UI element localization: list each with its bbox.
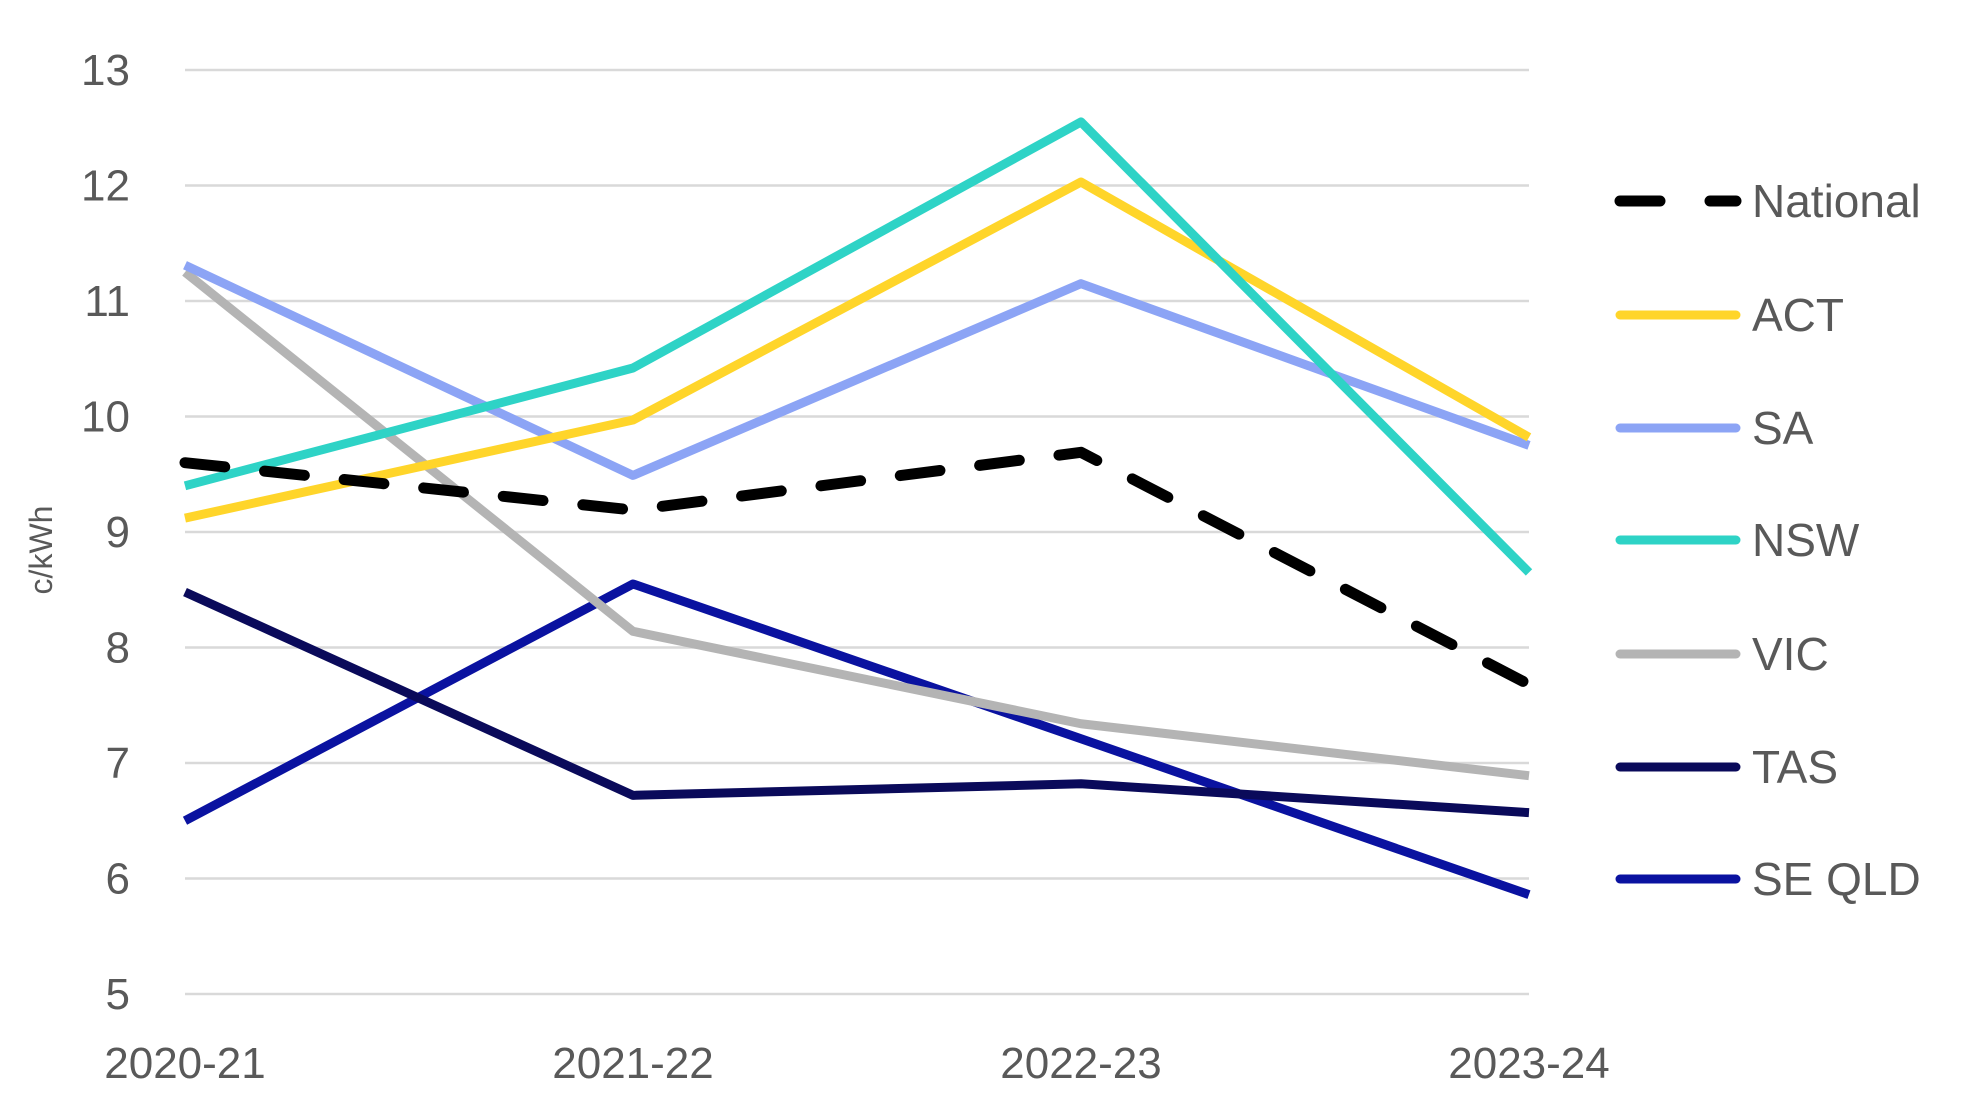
y-tick-label: 8 bbox=[106, 624, 130, 673]
series-line-tas bbox=[183, 587, 1530, 818]
legend-label: TAS bbox=[1752, 741, 1838, 793]
legend: National ACT SA NSW VIC TAS SE QLD bbox=[1614, 175, 1921, 905]
legend-label: SA bbox=[1752, 402, 1814, 454]
legend-item: VIC bbox=[1615, 628, 1829, 680]
legend-label: SE QLD bbox=[1752, 853, 1921, 905]
series-lines bbox=[179, 117, 1535, 899]
x-tick-label: 2020-21 bbox=[104, 1039, 265, 1088]
legend-item: ACT bbox=[1615, 289, 1844, 341]
series-line-vic bbox=[182, 268, 1530, 781]
y-axis-label: c/kWh bbox=[23, 506, 59, 595]
y-tick-label: 7 bbox=[106, 739, 130, 788]
legend-item: National bbox=[1614, 175, 1921, 227]
series-line-sa bbox=[183, 261, 1531, 480]
y-tick-label: 6 bbox=[106, 855, 130, 904]
y-axis-ticks: 5 6 7 8 9 10 11 12 13 bbox=[81, 46, 130, 1019]
series-line-national bbox=[179, 446, 1535, 690]
x-tick-label: 2022-23 bbox=[1000, 1039, 1161, 1088]
series-line-act bbox=[184, 177, 1532, 523]
legend-item: TAS bbox=[1615, 741, 1838, 793]
x-axis-ticks: 2020-21 2021-22 2022-23 2023-24 bbox=[104, 1039, 1609, 1088]
y-tick-label: 5 bbox=[106, 970, 130, 1019]
legend-label: VIC bbox=[1752, 628, 1829, 680]
legend-label: NSW bbox=[1752, 514, 1860, 566]
y-tick-label: 10 bbox=[81, 393, 130, 442]
gridlines bbox=[185, 68, 1529, 996]
legend-item: NSW bbox=[1615, 514, 1860, 566]
y-tick-label: 11 bbox=[84, 277, 130, 326]
legend-item: SE QLD bbox=[1615, 853, 1921, 905]
y-tick-label: 9 bbox=[106, 508, 130, 557]
legend-label: ACT bbox=[1752, 289, 1844, 341]
series-line-se-qld bbox=[182, 579, 1531, 899]
y-tick-label: 13 bbox=[81, 46, 130, 95]
series-line-nsw bbox=[183, 117, 1533, 576]
x-tick-label: 2023-24 bbox=[1448, 1039, 1609, 1088]
x-tick-label: 2021-22 bbox=[552, 1039, 713, 1088]
legend-label: National bbox=[1752, 175, 1921, 227]
legend-item: SA bbox=[1615, 402, 1814, 454]
y-tick-label: 12 bbox=[81, 162, 130, 211]
